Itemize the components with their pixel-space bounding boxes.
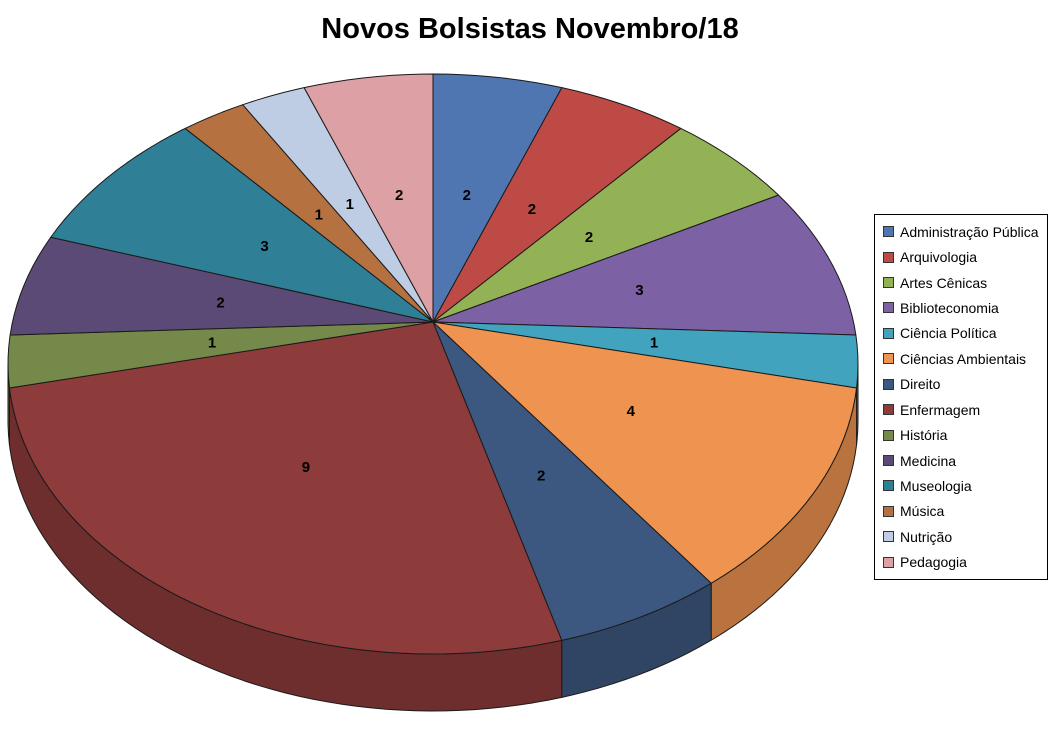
legend-item-historia[interactable]: História — [883, 423, 1045, 448]
legend-item-enfermagem[interactable]: Enfermagem — [883, 397, 1045, 422]
legend-item-musica[interactable]: Música — [883, 499, 1045, 524]
data-label-enfermagem: 9 — [302, 459, 310, 476]
legend-item-ciencia-politica[interactable]: Ciência Política — [883, 321, 1045, 346]
pie-slice-historia[interactable] — [7, 321, 434, 389]
legend-item-pedagogia[interactable]: Pedagogia — [883, 550, 1045, 575]
legend-label: Música — [900, 503, 945, 520]
data-label-artes-cenicas: 2 — [585, 229, 593, 246]
legend-item-medicina[interactable]: Medicina — [883, 448, 1045, 473]
legend-swatch-direito — [883, 378, 894, 390]
legend-label: Arquivologia — [900, 249, 978, 266]
legend-swatch-historia — [883, 429, 894, 441]
data-labels: 2 2 2 3 1 4 2 9 1 2 3 1 1 2 — [208, 187, 658, 484]
legend-swatch-arquivologia — [883, 251, 894, 263]
pie-slice-nutricao[interactable] — [242, 87, 434, 323]
pie-walls — [7, 363, 859, 712]
pie-slice-ciencias-ambientais[interactable] — [432, 321, 858, 584]
data-label-museologia: 3 — [260, 238, 268, 255]
pie-slice-administracao-publica[interactable] — [432, 73, 563, 323]
legend-label: Ciências Ambientais — [900, 350, 1027, 367]
legend-label: Nutrição — [900, 528, 953, 545]
legend-swatch-pedagogia — [883, 556, 894, 568]
pie-slice-artes-cenicas[interactable] — [432, 127, 780, 323]
data-label-musica: 1 — [315, 207, 323, 224]
pie-slice-pedagogia[interactable] — [303, 73, 434, 323]
legend-item-artes-cenicas[interactable]: Artes Cênicas — [883, 270, 1045, 295]
legend-swatch-administracao-publica — [883, 226, 894, 238]
data-label-direito: 2 — [537, 467, 545, 484]
legend-item-arquivologia[interactable]: Arquivologia — [883, 245, 1045, 270]
data-label-pedagogia: 2 — [395, 187, 403, 204]
legend-label: Pedagogia — [900, 554, 967, 571]
pie-slice-medicina[interactable] — [9, 236, 434, 336]
legend-label: Medicina — [900, 452, 957, 469]
legend-item-administracao-publica[interactable]: Administração Pública — [883, 219, 1045, 244]
pie-slice-museologia[interactable] — [50, 127, 434, 323]
legend-swatch-enfermagem — [883, 404, 894, 416]
legend-label: Enfermagem — [900, 401, 981, 418]
legend-swatch-biblioteconomia — [883, 302, 894, 314]
legend-label: História — [900, 427, 948, 444]
data-label-biblioteconomia: 3 — [635, 282, 643, 299]
legend-label: Museologia — [900, 477, 972, 494]
legend-label: Direito — [900, 376, 941, 393]
data-label-ciencias-ambientais: 4 — [627, 403, 636, 420]
pie-slice-biblioteconomia[interactable] — [432, 194, 857, 336]
legend-item-biblioteconomia[interactable]: Biblioteconomia — [883, 295, 1045, 320]
legend-item-ciencias-ambientais[interactable]: Ciências Ambientais — [883, 346, 1045, 371]
legend-item-museologia[interactable]: Museologia — [883, 473, 1045, 498]
legend-swatch-musica — [883, 505, 894, 517]
pie-slice-enfermagem[interactable] — [8, 321, 563, 655]
legend-swatch-museologia — [883, 480, 894, 492]
pie-slice-musica[interactable] — [184, 104, 434, 323]
legend-swatch-nutricao — [883, 531, 894, 543]
data-label-historia: 1 — [208, 334, 216, 351]
chart-title: Novos Bolsistas Novembro/18 — [321, 13, 739, 45]
legend-label: Artes Cênicas — [900, 274, 988, 291]
data-label-ciencia-politica: 1 — [650, 334, 658, 351]
legend-swatch-ciencia-politica — [883, 327, 894, 339]
legend-label: Ciência Política — [900, 325, 997, 342]
legend-item-direito[interactable]: Direito — [883, 372, 1045, 397]
legend: Administração Pública Arquivologia Artes C… — [874, 214, 1048, 580]
legend-swatch-artes-cenicas — [883, 277, 894, 289]
data-label-nutricao: 1 — [346, 196, 354, 213]
data-label-arquivologia: 2 — [528, 201, 536, 218]
data-label-medicina: 2 — [216, 294, 224, 311]
legend-label: Administração Pública — [900, 223, 1039, 240]
data-label-administracao-publica: 2 — [463, 187, 471, 204]
legend-label: Biblioteconomia — [900, 299, 999, 316]
pie-tops — [7, 73, 859, 655]
pie-slice-direito[interactable] — [432, 321, 712, 641]
legend-swatch-medicina — [883, 455, 894, 466]
legend-item-nutricao[interactable]: Nutrição — [883, 524, 1045, 549]
legend-swatch-ciencias-ambientais — [883, 353, 894, 365]
